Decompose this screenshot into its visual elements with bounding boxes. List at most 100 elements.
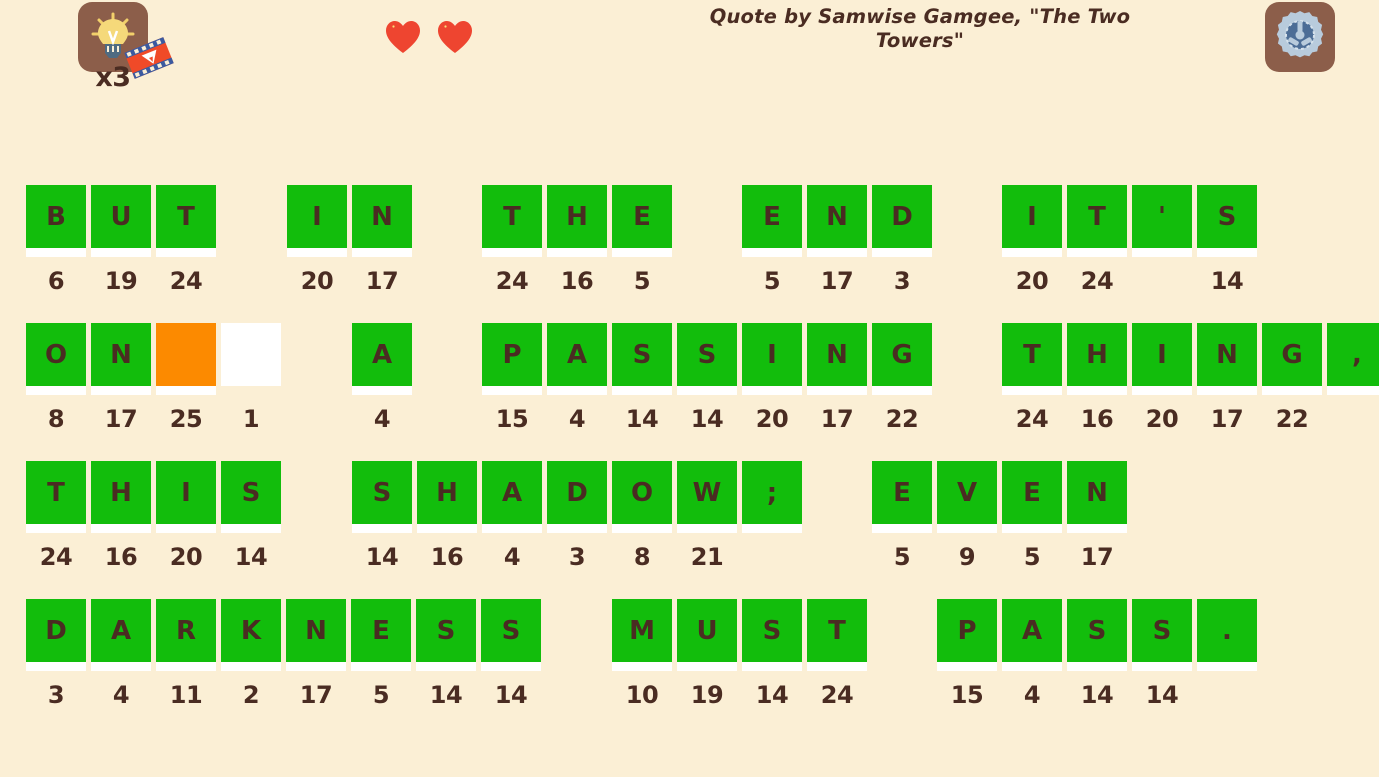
letter-cell[interactable]: N 17 [807, 323, 867, 433]
letter-tile-solved[interactable]: H [547, 185, 607, 248]
letter-cell[interactable]: P 15 [937, 599, 997, 709]
letter-tile-active[interactable] [156, 323, 216, 386]
letter-tile-solved[interactable]: O [612, 461, 672, 524]
letter-tile-solved[interactable]: S [1197, 185, 1257, 248]
letter-tile-solved[interactable]: U [91, 185, 151, 248]
letter-cell[interactable]: H 16 [547, 185, 607, 295]
letter-cell[interactable]: S 14 [1132, 599, 1192, 709]
letter-tile-solved[interactable]: R [156, 599, 216, 662]
letter-cell[interactable]: N 17 [1197, 323, 1257, 433]
letter-tile-solved[interactable]: S [742, 599, 802, 662]
letter-tile-solved[interactable]: W [677, 461, 737, 524]
letter-tile-solved[interactable]: I [1002, 185, 1062, 248]
letter-tile-solved[interactable]: ' [1132, 185, 1192, 248]
letter-cell[interactable]: W 21 [677, 461, 737, 571]
letter-tile-solved[interactable]: D [872, 185, 932, 248]
letter-cell[interactable]: G 22 [1262, 323, 1322, 433]
letter-tile-solved[interactable]: E [1002, 461, 1062, 524]
letter-tile-solved[interactable]: T [807, 599, 867, 662]
letter-cell[interactable]: S 14 [352, 461, 412, 571]
letter-tile-solved[interactable]: A [1002, 599, 1062, 662]
letter-tile-solved[interactable]: ; [742, 461, 802, 524]
letter-tile-solved[interactable]: E [872, 461, 932, 524]
letter-tile-solved[interactable]: T [1002, 323, 1062, 386]
letter-tile-solved[interactable]: S [677, 323, 737, 386]
letter-cell[interactable]: H 16 [91, 461, 151, 571]
letter-tile-solved[interactable]: N [807, 323, 867, 386]
letter-tile-solved[interactable]: T [26, 461, 86, 524]
letter-cell[interactable]: H 16 [417, 461, 477, 571]
letter-tile-solved[interactable]: S [416, 599, 476, 662]
letter-cell[interactable]: 1 [221, 323, 281, 433]
letter-cell[interactable]: 25 [156, 323, 216, 433]
letter-tile-solved[interactable]: S [352, 461, 412, 524]
letter-cell[interactable]: S 14 [1067, 599, 1127, 709]
letter-tile-solved[interactable]: S [1067, 599, 1127, 662]
letter-tile-solved[interactable]: E [351, 599, 411, 662]
letter-cell[interactable]: T 24 [1002, 323, 1062, 433]
letter-tile-solved[interactable]: I [156, 461, 216, 524]
letter-tile-solved[interactable]: B [26, 185, 86, 248]
letter-cell[interactable]: T 24 [26, 461, 86, 571]
letter-tile-solved[interactable]: H [1067, 323, 1127, 386]
letter-cell[interactable]: T 24 [156, 185, 216, 295]
letter-tile-solved[interactable]: I [742, 323, 802, 386]
letter-tile-solved[interactable]: A [547, 323, 607, 386]
letter-tile-solved[interactable]: T [1067, 185, 1127, 248]
letter-tile-solved[interactable]: G [1262, 323, 1322, 386]
letter-cell[interactable]: N 17 [807, 185, 867, 295]
letter-tile-solved[interactable]: , [1327, 323, 1379, 386]
letter-cell[interactable]: I 20 [742, 323, 802, 433]
letter-cell[interactable]: , [1327, 323, 1379, 433]
letter-tile-solved[interactable]: S [1132, 599, 1192, 662]
letter-cell[interactable]: N 17 [286, 599, 346, 709]
letter-cell[interactable]: I 20 [1132, 323, 1192, 433]
settings-button[interactable] [1265, 2, 1335, 72]
letter-cell[interactable]: T 24 [482, 185, 542, 295]
letter-tile-solved[interactable]: G [872, 323, 932, 386]
letter-cell[interactable]: U 19 [677, 599, 737, 709]
letter-tile-solved[interactable]: P [482, 323, 542, 386]
letter-cell[interactable]: N 17 [352, 185, 412, 295]
letter-tile-solved[interactable]: N [1067, 461, 1127, 524]
letter-cell[interactable]: T 24 [1067, 185, 1127, 295]
letter-cell[interactable]: I 20 [156, 461, 216, 571]
letter-tile-empty[interactable] [221, 323, 281, 386]
letter-tile-solved[interactable]: U [677, 599, 737, 662]
letter-cell[interactable]: T 24 [807, 599, 867, 709]
letter-cell[interactable]: H 16 [1067, 323, 1127, 433]
letter-tile-solved[interactable]: P [937, 599, 997, 662]
letter-tile-solved[interactable]: H [91, 461, 151, 524]
letter-tile-solved[interactable]: I [287, 185, 347, 248]
letter-cell[interactable]: U 19 [91, 185, 151, 295]
letter-cell[interactable]: ' [1132, 185, 1192, 295]
letter-cell[interactable]: I 20 [1002, 185, 1062, 295]
letter-tile-solved[interactable]: S [481, 599, 541, 662]
letter-tile-solved[interactable]: K [221, 599, 281, 662]
letter-tile-solved[interactable]: T [156, 185, 216, 248]
letter-tile-solved[interactable]: V [937, 461, 997, 524]
letter-tile-solved[interactable]: S [612, 323, 672, 386]
letter-tile-solved[interactable]: T [482, 185, 542, 248]
letter-tile-solved[interactable]: D [547, 461, 607, 524]
letter-cell[interactable]: S 14 [1197, 185, 1257, 295]
letter-tile-solved[interactable]: O [26, 323, 86, 386]
letter-tile-solved[interactable]: E [742, 185, 802, 248]
letter-tile-solved[interactable]: A [352, 323, 412, 386]
letter-tile-solved[interactable]: N [807, 185, 867, 248]
letter-cell[interactable]: M 10 [612, 599, 672, 709]
letter-tile-solved[interactable]: N [91, 323, 151, 386]
letter-cell[interactable]: S 14 [742, 599, 802, 709]
